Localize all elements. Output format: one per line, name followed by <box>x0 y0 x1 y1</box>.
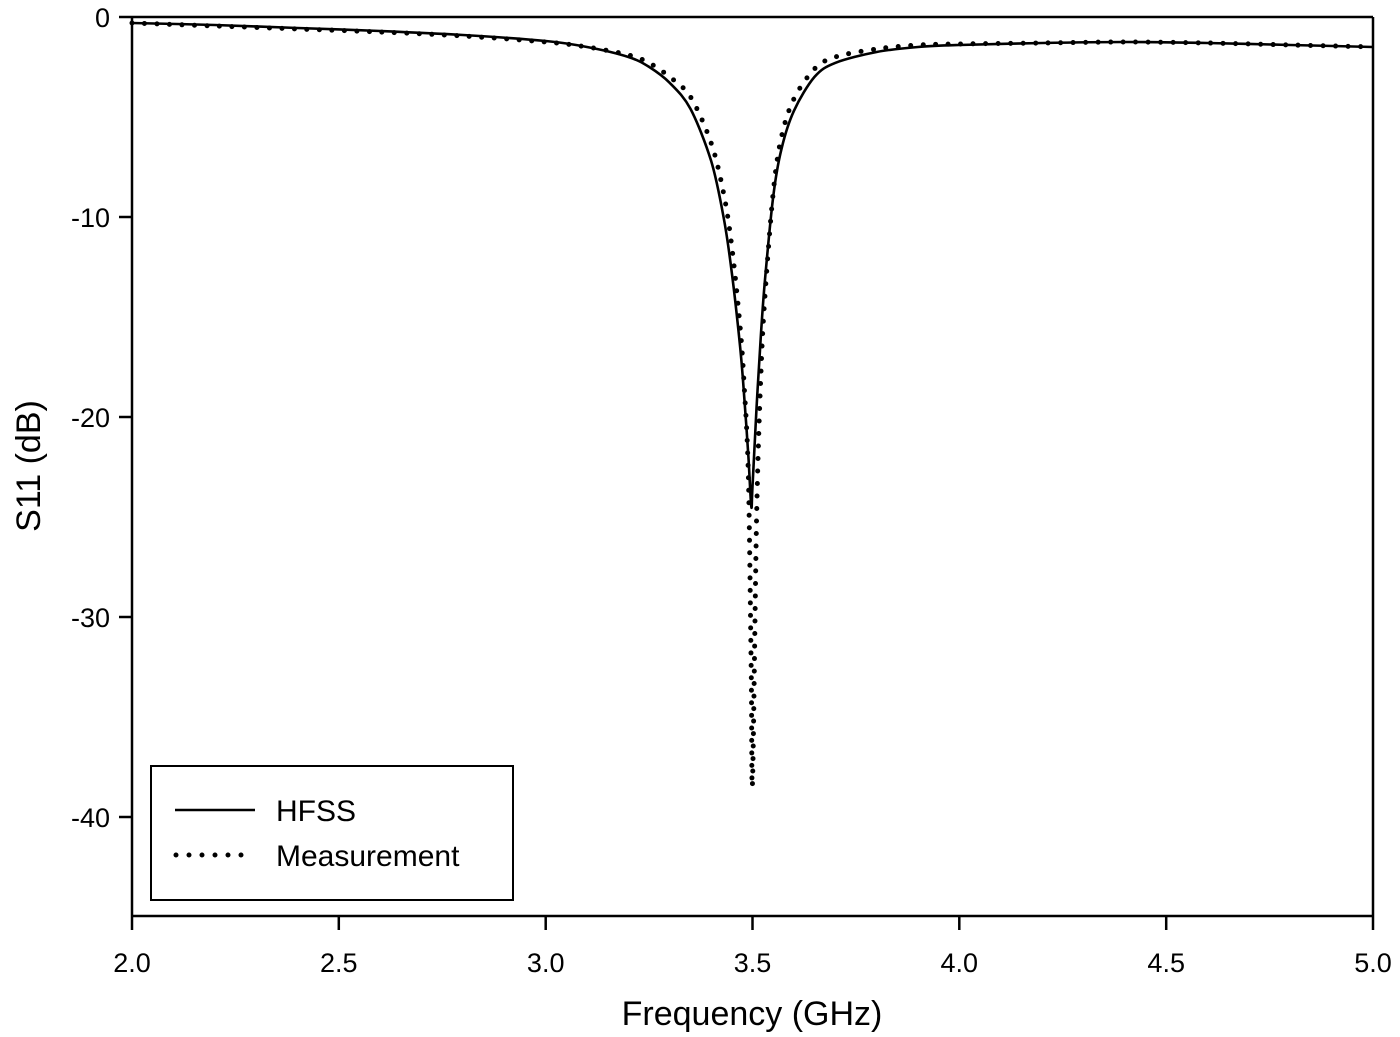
x-tick-label: 3.0 <box>527 948 565 978</box>
x-tick-label: 3.5 <box>734 948 772 978</box>
x-tick-label: 2.5 <box>320 948 358 978</box>
hfss-line <box>131 21 1374 509</box>
legend: HFSS Measurement <box>150 765 514 901</box>
legend-hfss-label: HFSS <box>276 795 356 828</box>
measurement-line <box>129 20 1376 790</box>
legend-box <box>150 765 514 901</box>
legend-measurement-label: Measurement <box>276 840 460 873</box>
x-axis-ticks: 2.0 2.5 3.0 3.5 4.0 4.5 5.0 <box>113 916 1392 978</box>
y-tick-label: -30 <box>71 603 110 633</box>
y-axis-title: S11 (dB) <box>10 400 48 532</box>
x-tick-label: 5.0 <box>1354 948 1392 978</box>
y-tick-label: 0 <box>95 3 110 33</box>
x-tick-label: 2.0 <box>113 948 151 978</box>
y-tick-label: -20 <box>71 403 110 433</box>
y-axis-ticks: 0 -10 -20 -30 -40 <box>71 3 132 833</box>
y-tick-label: -10 <box>71 203 110 233</box>
x-tick-label: 4.0 <box>941 948 979 978</box>
series-layer <box>129 20 1376 790</box>
x-axis-title: Frequency (GHz) <box>622 995 883 1033</box>
x-tick-label: 4.5 <box>1147 948 1185 978</box>
y-tick-label: -40 <box>71 803 110 833</box>
